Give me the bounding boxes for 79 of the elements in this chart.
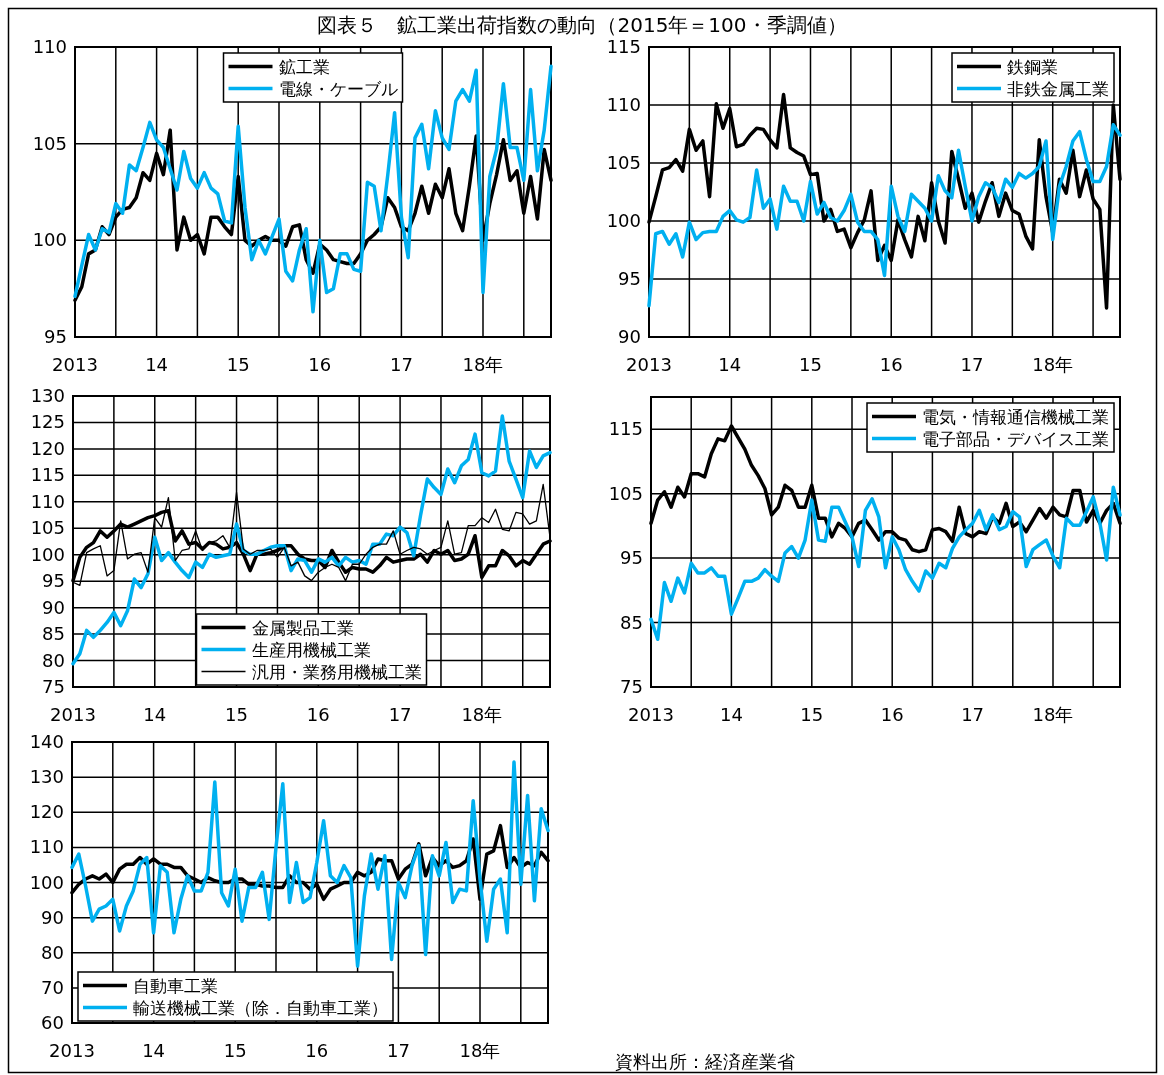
y-tick-label: 75 bbox=[620, 676, 643, 697]
x-tick-label: 14 bbox=[142, 1040, 166, 1061]
x-tick-label: 18年 bbox=[1032, 354, 1074, 375]
legend-label: 電線・ケーブル bbox=[278, 78, 398, 99]
legend-label: 金属製品工業 bbox=[251, 617, 354, 638]
chart-title: 図表５ 鉱工業出荷指数の動向（2015年＝100・季調値） bbox=[317, 13, 847, 37]
y-tick-label: 105 bbox=[606, 152, 641, 173]
y-tick-label: 85 bbox=[620, 611, 643, 633]
y-tick-label: 105 bbox=[608, 482, 643, 504]
y-tick-label: 110 bbox=[29, 836, 64, 858]
y-tick-label: 140 bbox=[29, 731, 64, 752]
y-tick-label: 75 bbox=[42, 676, 65, 697]
x-tick-label: 17 bbox=[388, 704, 412, 725]
y-tick-label: 80 bbox=[41, 941, 64, 963]
x-tick-label: 2013 bbox=[50, 704, 96, 725]
legend-label: 非鉄金属工業 bbox=[1007, 78, 1109, 99]
legend-label: 電子部品・デバイス工業 bbox=[922, 428, 1109, 449]
y-tick-label: 70 bbox=[41, 976, 64, 998]
legend-label: 自動車工業 bbox=[133, 975, 218, 996]
x-tick-label: 15 bbox=[226, 354, 250, 375]
y-tick-label: 100 bbox=[32, 229, 67, 251]
y-tick-label: 95 bbox=[44, 326, 67, 347]
y-tick-label: 130 bbox=[29, 766, 64, 788]
y-tick-label: 90 bbox=[42, 596, 65, 618]
y-tick-label: 120 bbox=[29, 801, 64, 823]
x-tick-label: 2013 bbox=[52, 354, 98, 375]
x-tick-label: 2013 bbox=[626, 354, 672, 375]
x-tick-label: 17 bbox=[389, 354, 413, 375]
y-tick-label: 110 bbox=[606, 94, 641, 115]
y-tick-label: 80 bbox=[42, 649, 65, 671]
x-tick-label: 14 bbox=[719, 704, 743, 725]
legend-label: 鉱工業 bbox=[278, 56, 330, 77]
legend-label: 電気・情報通信機械工業 bbox=[922, 406, 1109, 427]
legend-label: 輸送機械工業（除．自動車工業） bbox=[133, 997, 388, 1018]
x-tick-label: 18年 bbox=[461, 704, 503, 725]
y-tick-label: 105 bbox=[30, 517, 65, 539]
x-tick-label: 14 bbox=[718, 354, 742, 375]
y-tick-label: 90 bbox=[41, 906, 64, 928]
y-tick-label: 115 bbox=[608, 418, 643, 440]
x-tick-label: 15 bbox=[799, 354, 822, 375]
y-tick-label: 60 bbox=[41, 1012, 64, 1033]
x-tick-label: 16 bbox=[880, 704, 904, 725]
text: 資料出所：経済産業省 bbox=[615, 1051, 795, 1072]
y-tick-label: 95 bbox=[42, 570, 65, 592]
x-tick-label: 18年 bbox=[462, 354, 504, 375]
y-tick-label: 110 bbox=[30, 490, 65, 512]
y-tick-label: 85 bbox=[42, 623, 65, 645]
x-tick-label: 15 bbox=[800, 704, 824, 725]
y-tick-label: 115 bbox=[30, 464, 65, 486]
x-tick-label: 2013 bbox=[628, 704, 674, 725]
y-tick-label: 100 bbox=[606, 210, 641, 231]
y-tick-label: 125 bbox=[30, 411, 65, 433]
x-tick-label: 16 bbox=[879, 354, 903, 375]
y-tick-label: 100 bbox=[29, 871, 64, 893]
x-tick-label: 17 bbox=[961, 704, 985, 725]
x-tick-label: 17 bbox=[960, 354, 984, 375]
legend-label: 生産用機械工業 bbox=[251, 639, 371, 660]
x-tick-label: 18年 bbox=[1032, 704, 1074, 725]
y-tick-label: 130 bbox=[30, 385, 65, 406]
x-tick-label: 15 bbox=[225, 704, 248, 725]
y-tick-label: 110 bbox=[32, 36, 67, 57]
y-tick-label: 95 bbox=[620, 547, 643, 569]
x-tick-label: 16 bbox=[306, 704, 330, 725]
legend-label: 汎用・業務用機械工業 bbox=[251, 661, 422, 682]
x-tick-label: 15 bbox=[223, 1040, 247, 1061]
x-tick-label: 16 bbox=[308, 354, 332, 375]
x-tick-label: 2013 bbox=[49, 1040, 95, 1061]
x-tick-label: 14 bbox=[145, 354, 169, 375]
y-tick-label: 115 bbox=[606, 36, 641, 57]
x-tick-label: 14 bbox=[143, 704, 167, 725]
legend-label: 鉄鋼業 bbox=[1007, 56, 1058, 77]
y-tick-label: 100 bbox=[30, 543, 65, 565]
x-tick-label: 17 bbox=[386, 1040, 410, 1061]
y-tick-label: 95 bbox=[618, 268, 641, 289]
x-tick-label: 16 bbox=[305, 1040, 329, 1061]
y-tick-label: 120 bbox=[30, 437, 65, 459]
y-tick-label: 90 bbox=[618, 326, 641, 347]
x-tick-label: 18年 bbox=[459, 1040, 501, 1061]
y-tick-label: 105 bbox=[32, 132, 67, 154]
